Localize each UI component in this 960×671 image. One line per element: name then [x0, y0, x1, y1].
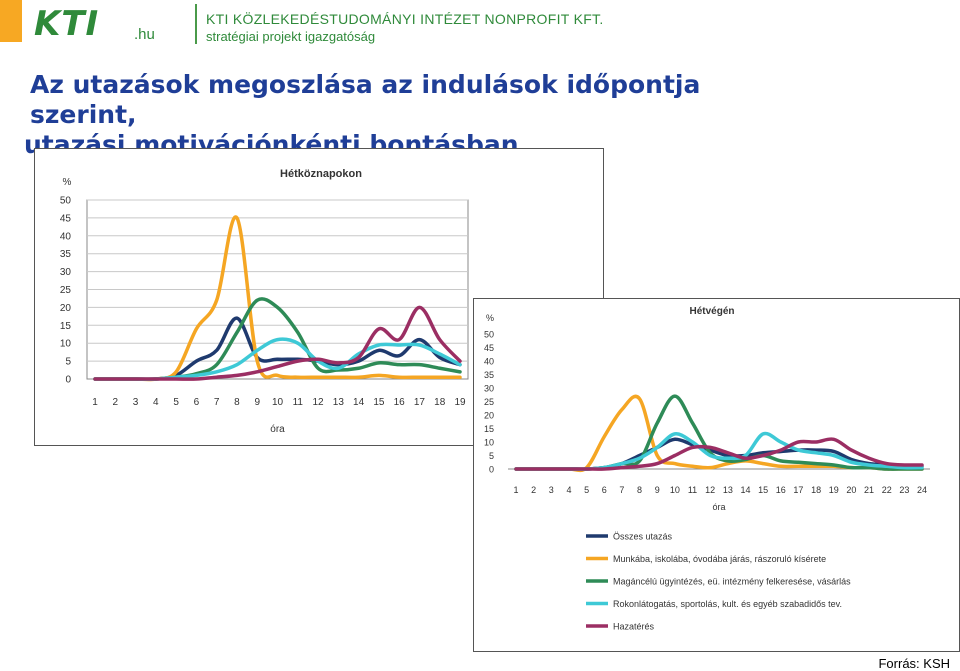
y-tick-label: 0 [489, 465, 494, 475]
x-tick-label: 3 [133, 397, 139, 408]
y-tick-label: 15 [484, 424, 494, 434]
x-tick-label: 21 [864, 485, 874, 495]
header: KTI .hu KTI KÖZLEKEDÉSTUDOMÁNYI INTÉZET … [0, 0, 960, 48]
y-tick-label: 50 [484, 330, 494, 340]
chart-title: Hétköznapokon [280, 168, 362, 180]
x-tick-label: 20 [846, 485, 856, 495]
y-tick-label: 10 [60, 339, 72, 350]
x-tick-label: 11 [293, 397, 304, 408]
y-tick-label: 20 [484, 411, 494, 421]
x-tick-label: 8 [637, 485, 642, 495]
x-axis-title: óra [712, 502, 725, 512]
x-tick-label: 17 [414, 397, 426, 408]
x-tick-label: 17 [793, 485, 803, 495]
legend-label-home: Hazatérés [613, 622, 655, 632]
x-tick-label: 19 [829, 485, 839, 495]
x-tick-label: 10 [272, 397, 284, 408]
source-note: Forrás: KSH [878, 656, 950, 671]
y-tick-label: 5 [489, 451, 494, 461]
y-tick-label: 20 [60, 303, 72, 314]
org-department: stratégiai projekt igazgatóság [206, 29, 376, 44]
x-tick-label: 16 [394, 397, 406, 408]
y-tick-label: 0 [65, 375, 71, 386]
x-tick-label: 10 [670, 485, 680, 495]
x-tick-label: 16 [776, 485, 786, 495]
x-tick-label: 22 [882, 485, 892, 495]
y-tick-label: 30 [60, 267, 72, 278]
chart-title: Hétvégén [689, 306, 734, 317]
y-tick-label: 45 [60, 213, 72, 224]
legend-label-leisure: Rokonlátogatás, sportolás, kult. és egyé… [613, 599, 842, 609]
x-tick-label: 14 [353, 397, 365, 408]
y-tick-label: 40 [60, 231, 72, 242]
x-tick-label: 3 [549, 485, 554, 495]
y-tick-label: 45 [484, 343, 494, 353]
y-tick-label: 25 [484, 397, 494, 407]
title-line-1: Az utazások megoszlása az indulások időp… [30, 70, 701, 129]
x-tick-label: 2 [112, 397, 118, 408]
x-tick-label: 13 [723, 485, 733, 495]
series-line-work [93, 215, 462, 382]
weekday-chart: 0 5 10 15 20 25 30 35 40 45 50 1 2 3 4 5 6 7 8 9 10 11 12 13 14 1… [34, 148, 604, 446]
x-axis-title: óra [270, 424, 285, 435]
x-tick-label: 6 [194, 397, 200, 408]
y-tick-label: 15 [60, 321, 72, 332]
y-tick-label: 50 [60, 196, 72, 207]
logo-text: KTI [34, 4, 100, 44]
x-tick-label: 19 [454, 397, 466, 408]
x-tick-label: 12 [312, 397, 324, 408]
x-tick-label: 12 [705, 485, 715, 495]
x-tick-label: 11 [688, 485, 697, 495]
accent-bar [0, 0, 22, 42]
weekend-chart: 0 5 10 15 20 25 30 35 40 45 50 1 2 3 4 5 6 7 8 9 10 11 12 13 14 1… [473, 298, 960, 652]
x-tick-label: 18 [811, 485, 821, 495]
x-tick-label: 15 [758, 485, 768, 495]
legend-label-total: Összes utazás [613, 532, 673, 542]
y-tick-label: 30 [484, 384, 494, 394]
org-name: KTI KÖZLEKEDÉSTUDOMÁNYI INTÉZET NONPROFI… [206, 11, 604, 27]
x-tick-label: 15 [373, 397, 385, 408]
y-tick-label: 35 [484, 370, 494, 380]
x-tick-label: 4 [153, 397, 159, 408]
series-line-home [93, 305, 462, 381]
y-tick-label: 25 [60, 285, 72, 296]
x-tick-label: 8 [234, 397, 240, 408]
y-axis-unit: % [63, 177, 72, 188]
series-line-home [514, 437, 924, 471]
kti-logo[interactable]: KTI .hu [34, 4, 155, 44]
y-tick-label: 35 [60, 249, 72, 260]
y-tick-label: 5 [65, 357, 71, 368]
legend-label-errands: Magáncélú ügyintézés, eü. intézmény felk… [613, 577, 851, 587]
x-tick-label: 9 [655, 485, 660, 495]
x-tick-label: 1 [513, 485, 518, 495]
x-tick-label: 2 [531, 485, 536, 495]
x-tick-label: 7 [619, 485, 624, 495]
x-tick-label: 5 [584, 485, 589, 495]
y-tick-label: 10 [484, 438, 494, 448]
y-tick-label: 40 [484, 357, 494, 367]
x-tick-label: 14 [740, 485, 750, 495]
logo-suffix: .hu [134, 26, 155, 43]
slide-title: Az utazások megoszlása az indulások időp… [24, 70, 724, 160]
x-tick-label: 24 [917, 485, 927, 495]
x-tick-label: 18 [434, 397, 446, 408]
legend-label-work: Munkába, iskolába, óvodába járás, rászor… [613, 554, 826, 564]
x-tick-label: 4 [566, 485, 571, 495]
x-tick-label: 23 [899, 485, 909, 495]
x-tick-label: 6 [602, 485, 607, 495]
y-axis-unit: % [486, 313, 494, 323]
x-tick-label: 5 [173, 397, 179, 408]
x-tick-label: 1 [92, 397, 98, 408]
x-tick-label: 9 [254, 397, 260, 408]
x-tick-label: 7 [214, 397, 220, 408]
x-tick-label: 13 [333, 397, 345, 408]
header-divider [195, 4, 197, 44]
